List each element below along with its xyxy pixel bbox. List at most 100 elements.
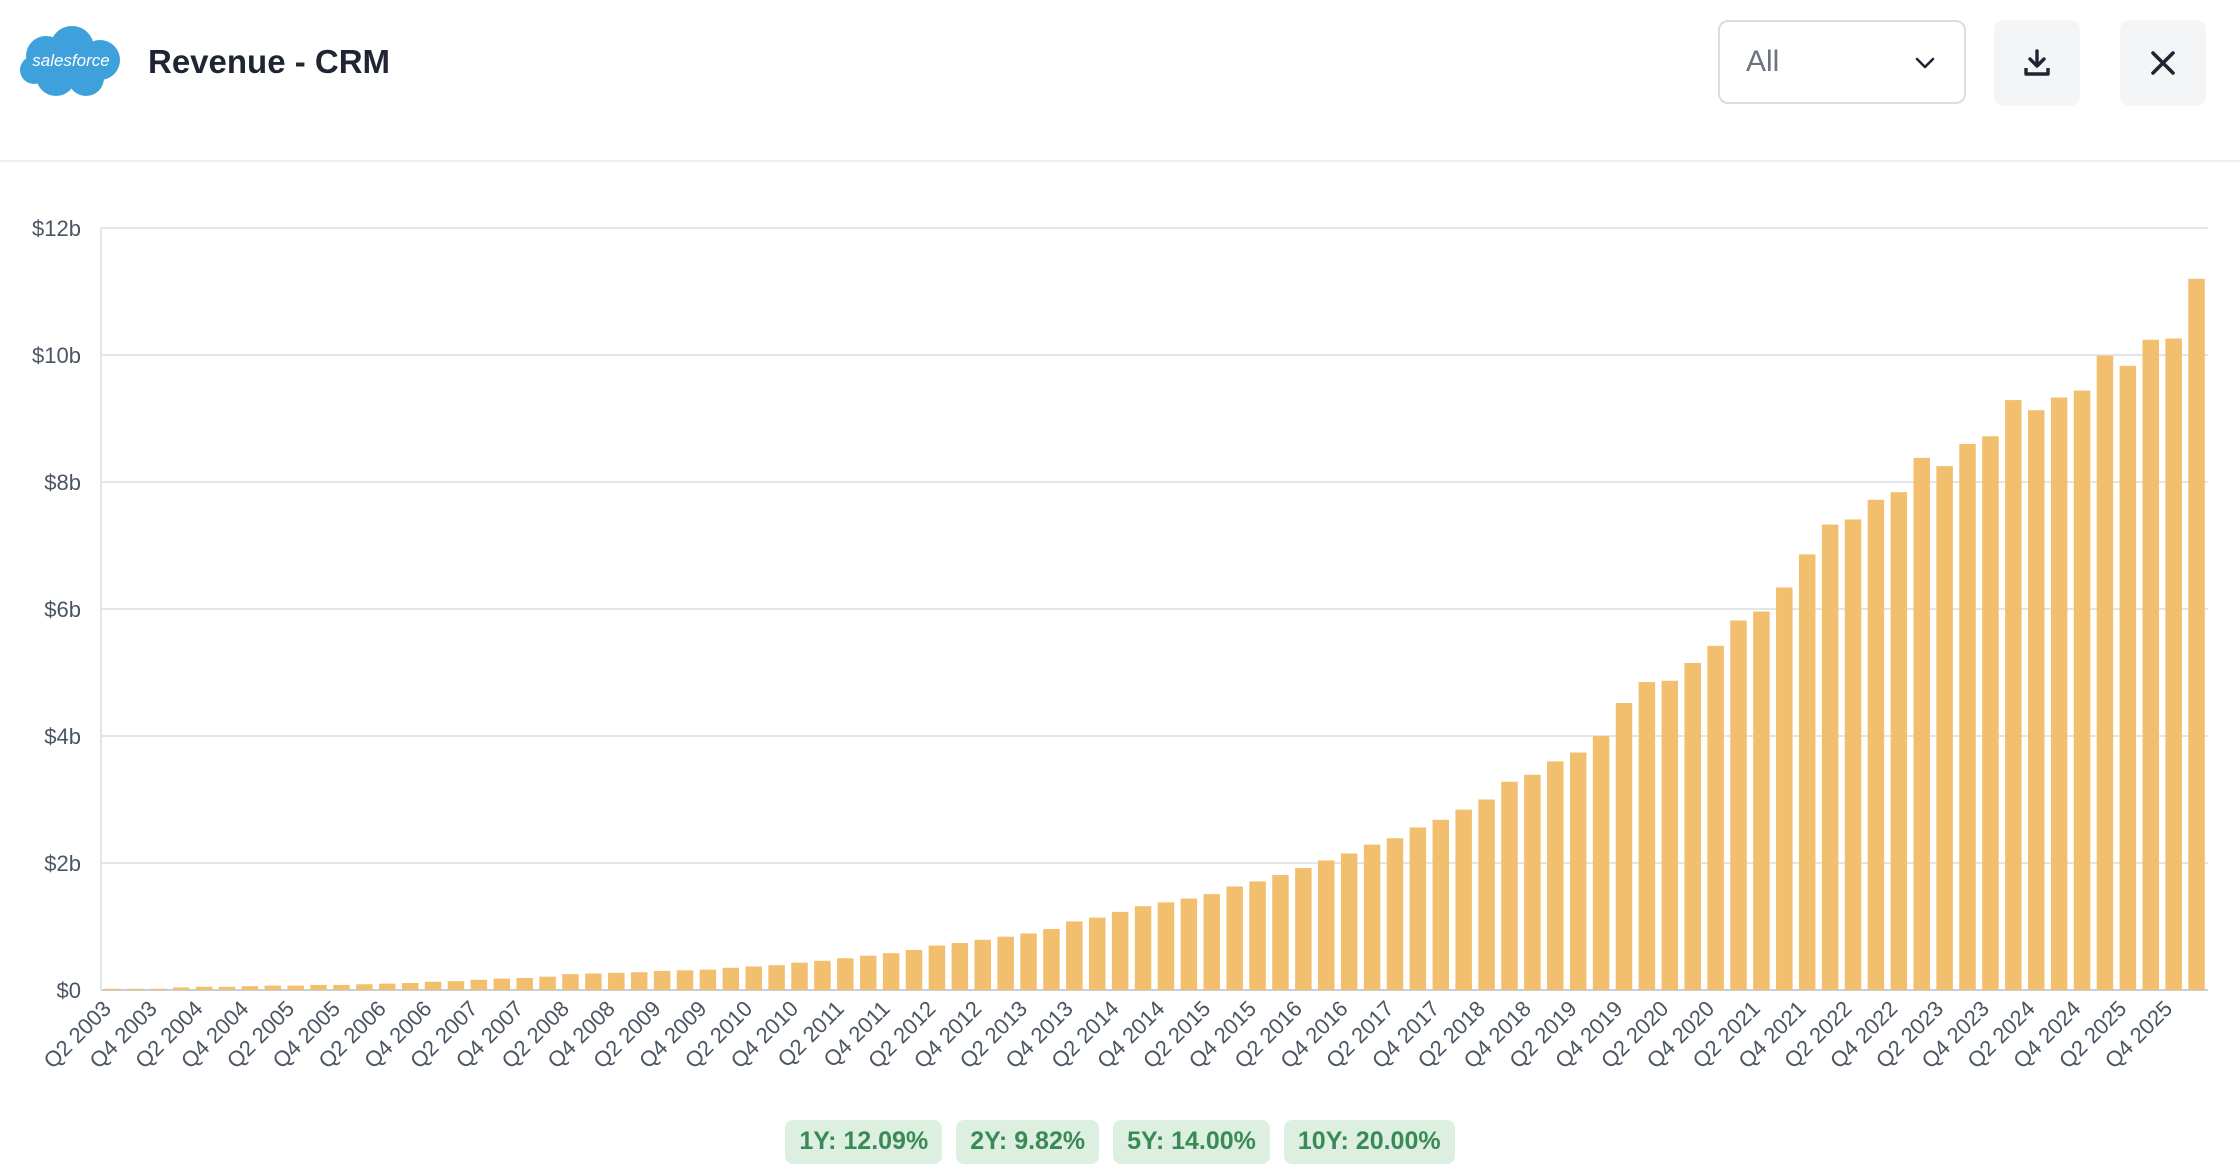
bar-q2-2004[interactable]	[195, 986, 213, 990]
bar-q3-2019[interactable]	[1592, 736, 1610, 990]
bar-q4-2009[interactable]	[699, 969, 717, 990]
y-tick-label: $12b	[32, 216, 81, 241]
bar-q3-2007[interactable]	[493, 978, 511, 990]
bar-q2-2023[interactable]	[1936, 466, 1953, 990]
bar-q2-2021[interactable]	[1753, 611, 1770, 990]
bar-q1-2009[interactable]	[630, 972, 648, 990]
bar-q4-2004[interactable]	[241, 986, 259, 990]
bar-q1-2008[interactable]	[539, 976, 556, 990]
bar-q2-2019[interactable]	[1569, 752, 1587, 990]
bar-q4-2007[interactable]	[516, 977, 533, 990]
bar-q1-2010[interactable]	[722, 967, 740, 990]
bar-q1-2007[interactable]	[447, 981, 465, 990]
bar-q1-2024[interactable]	[2005, 400, 2022, 990]
bar-q3-2015[interactable]	[1226, 886, 1243, 990]
bar-q4-2011[interactable]	[882, 953, 900, 990]
bar-q4-2010[interactable]	[791, 962, 808, 990]
bar-q1-2019[interactable]	[1547, 761, 1564, 990]
bar-q4-2019[interactable]	[1615, 702, 1633, 990]
bar-q4-2008[interactable]	[608, 972, 625, 990]
bar-q3-2014[interactable]	[1134, 906, 1152, 990]
bar-q4-2021[interactable]	[1798, 554, 1816, 990]
bar-q1-2004[interactable]	[172, 987, 190, 990]
bar-q2-2007[interactable]	[470, 979, 488, 990]
bar-q2-2012[interactable]	[928, 945, 946, 990]
bar-q4-2012[interactable]	[974, 939, 991, 990]
bar-q3-2006[interactable]	[401, 983, 419, 990]
bar-q3-2009[interactable]	[676, 970, 694, 990]
bar-q3-2025[interactable]	[2142, 339, 2159, 990]
bar-q3-2024[interactable]	[2050, 397, 2068, 990]
bar-q4-2006[interactable]	[424, 981, 442, 990]
bar-q2-2014[interactable]	[1111, 911, 1129, 990]
bar-q2-2003[interactable]	[104, 988, 121, 990]
bar-q2-2010[interactable]	[745, 966, 762, 990]
bar-q3-2011[interactable]	[859, 955, 877, 990]
bar-q2-2016[interactable]	[1295, 868, 1312, 990]
bar-q3-2018[interactable]	[1501, 781, 1518, 990]
bar-q1-2023[interactable]	[1913, 457, 1930, 990]
bar-q4-2023[interactable]	[1982, 436, 1999, 990]
bar-q3-2013[interactable]	[1043, 929, 1060, 990]
bar-q3-2023[interactable]	[1959, 443, 1976, 990]
bar-q2-2020[interactable]	[1661, 680, 1679, 990]
page-title: Revenue - CRM	[148, 43, 391, 80]
bar-q4-2013[interactable]	[1066, 921, 1083, 990]
bar-q3-2005[interactable]	[310, 984, 327, 990]
bar-q4-2022[interactable]	[1890, 492, 1908, 990]
bar-q1-2022[interactable]	[1821, 524, 1839, 990]
bar-q2-2015[interactable]	[1203, 894, 1221, 990]
y-tick-label: $0	[57, 978, 81, 1003]
bar-q1-2020[interactable]	[1638, 682, 1656, 990]
bar-q1-2013[interactable]	[997, 936, 1014, 990]
period-filter-select[interactable]: All	[1718, 20, 1966, 104]
bar-q3-2016[interactable]	[1318, 860, 1335, 990]
bar-q2-2018[interactable]	[1478, 799, 1495, 991]
bar-q4-2020[interactable]	[1707, 645, 1724, 990]
bar-q2-2025[interactable]	[2119, 365, 2137, 990]
bar-q1-2005[interactable]	[264, 985, 282, 990]
bar-q4-2005[interactable]	[333, 984, 350, 990]
bar-q1-2021[interactable]	[1730, 620, 1747, 990]
bar-q4-2015[interactable]	[1249, 881, 1266, 990]
bar-q3-2008[interactable]	[585, 973, 602, 990]
bar-q4-2016[interactable]	[1340, 853, 1358, 990]
bar-q1-2016[interactable]	[1272, 875, 1289, 990]
bar-q1-2018[interactable]	[1455, 809, 1472, 990]
y-tick-label: $4b	[44, 724, 81, 749]
bar-q4-2018[interactable]	[1524, 774, 1541, 990]
bar-q2-2008[interactable]	[562, 974, 579, 990]
bar-q4-2017[interactable]	[1432, 819, 1450, 990]
bar-q3-2010[interactable]	[768, 965, 785, 990]
bar-q4-2024[interactable]	[2073, 390, 2091, 990]
bar-q4-2003[interactable]	[150, 988, 167, 990]
bar-q1-2026[interactable]	[2188, 278, 2205, 990]
close-button[interactable]	[2120, 20, 2206, 106]
bar-q3-2022[interactable]	[1867, 499, 1885, 990]
bar-q2-2017[interactable]	[1386, 838, 1404, 990]
bar-q3-2004[interactable]	[218, 986, 236, 990]
bar-q4-2014[interactable]	[1157, 902, 1175, 990]
bar-q3-2020[interactable]	[1684, 662, 1701, 990]
bar-q1-2006[interactable]	[356, 984, 373, 990]
bar-q2-2005[interactable]	[287, 985, 304, 990]
bar-q2-2011[interactable]	[837, 958, 854, 990]
bar-q4-2025[interactable]	[2165, 338, 2182, 990]
download-button[interactable]	[1994, 20, 2080, 106]
bar-q2-2009[interactable]	[653, 970, 671, 990]
bar-q3-2021[interactable]	[1776, 587, 1793, 990]
bar-q1-2011[interactable]	[814, 960, 831, 990]
bar-q1-2012[interactable]	[905, 949, 923, 990]
bar-q3-2003[interactable]	[127, 988, 144, 990]
bar-q2-2006[interactable]	[379, 983, 396, 990]
bar-q1-2014[interactable]	[1088, 917, 1106, 990]
bar-q1-2017[interactable]	[1363, 844, 1381, 990]
bar-q2-2024[interactable]	[2027, 410, 2045, 990]
bar-q3-2017[interactable]	[1409, 827, 1427, 990]
bar-q1-2025[interactable]	[2096, 355, 2114, 990]
bar-q2-2022[interactable]	[1844, 519, 1862, 990]
growth-badge-10y: 10Y: 20.00%	[1283, 1120, 1455, 1164]
bar-q1-2015[interactable]	[1180, 898, 1198, 990]
bar-q2-2013[interactable]	[1020, 933, 1037, 990]
bar-q3-2012[interactable]	[951, 943, 969, 990]
